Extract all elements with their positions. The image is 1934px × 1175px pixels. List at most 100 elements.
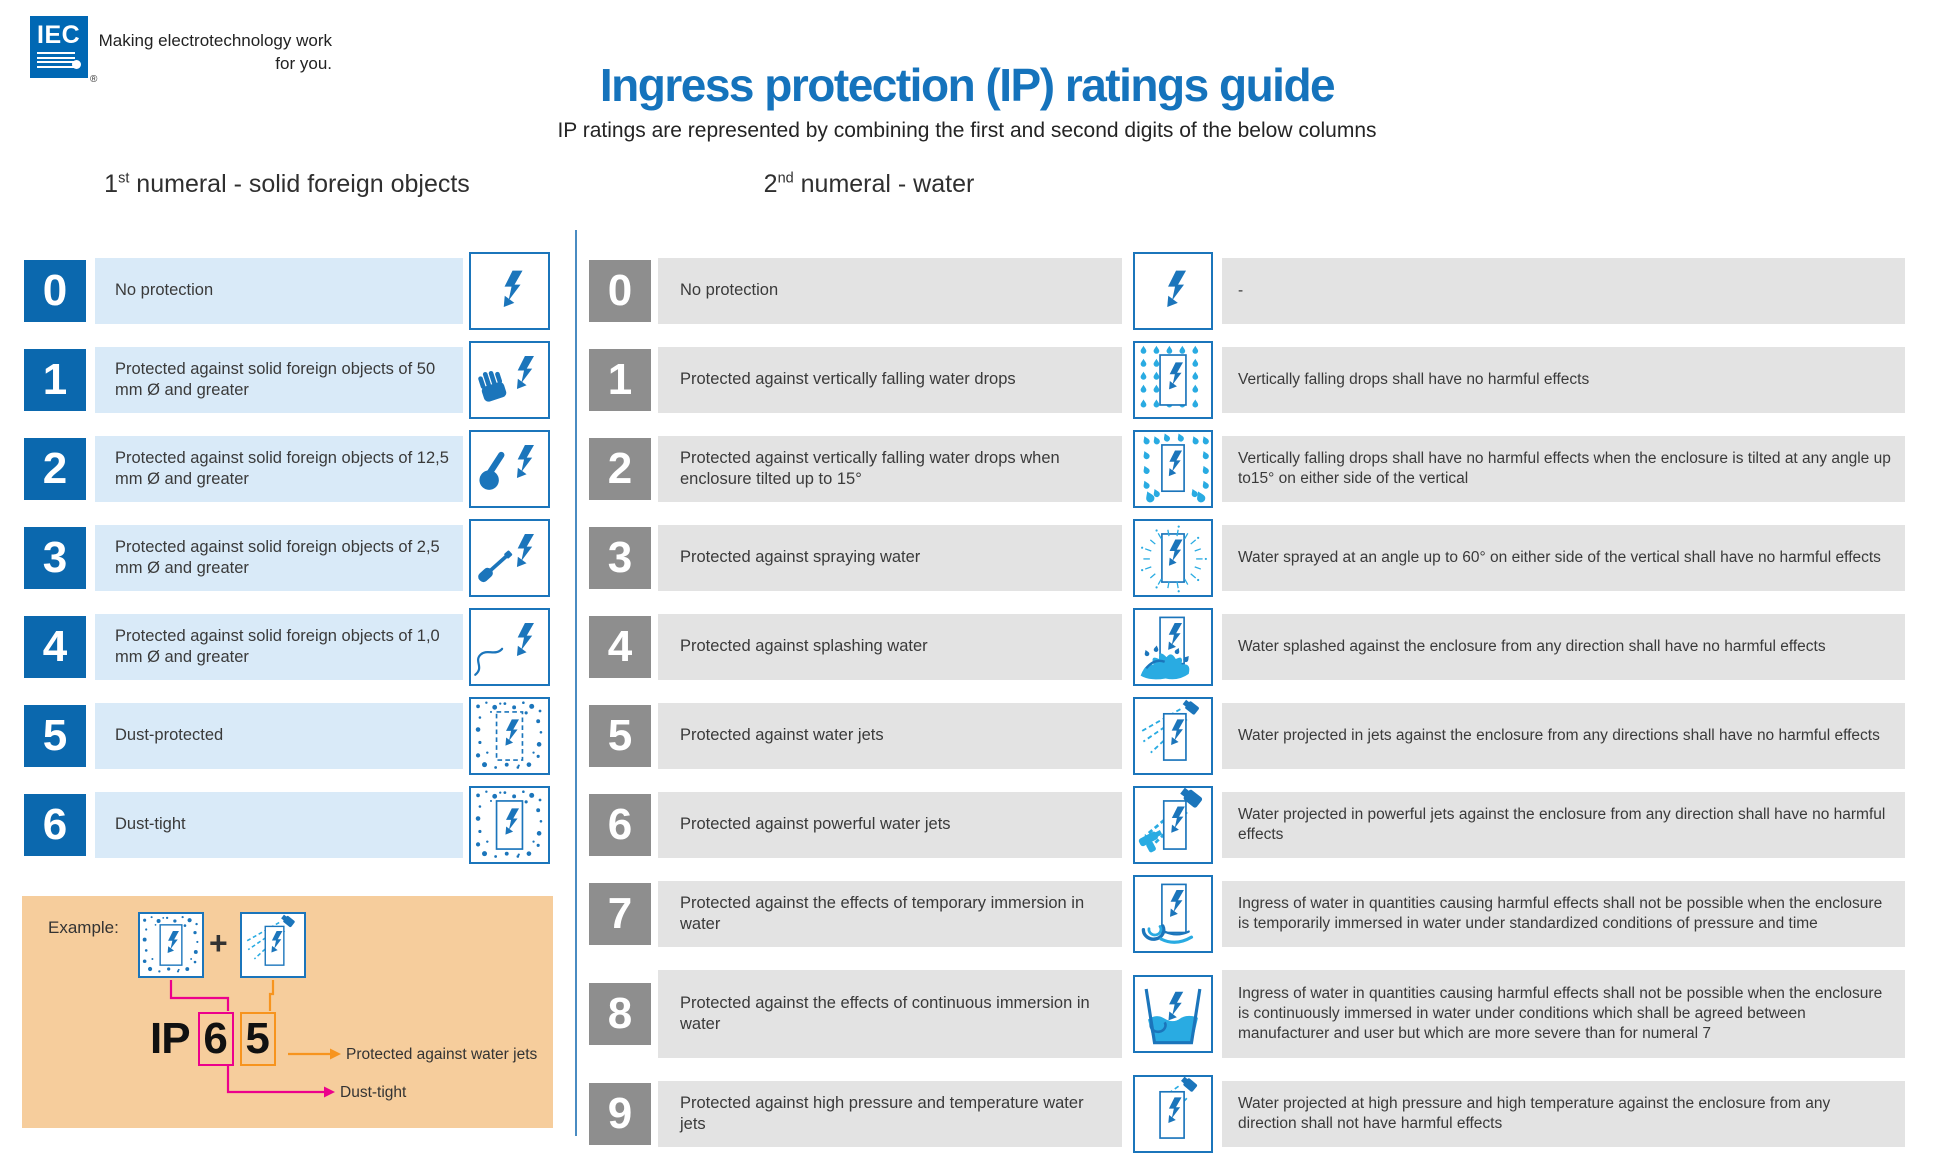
dust-tight-icon [138,912,204,978]
digit-square: 5 [24,705,86,767]
spray-icon [1133,519,1213,597]
protection-level-label: No protection [95,258,463,324]
example-label: Example: [48,918,119,937]
bolt-icon [469,252,550,330]
heading-number: 2 [763,170,778,198]
tool-bolt-icon [469,519,550,597]
protection-level-label: Protected against solid foreign objects … [95,525,463,591]
water-row-3: 3 Protected against spraying water Water… [589,519,1905,597]
water-row-6: 6 Protected against powerful water jets … [589,786,1905,864]
protection-level-label: No protection [658,258,1122,324]
digit-square: 3 [24,527,86,589]
continuous-immersion-icon [1133,975,1213,1053]
page-subtitle: IP ratings are represented by combining … [557,119,1377,142]
registered-mark: ® [90,74,98,85]
digit-square: 6 [589,794,651,856]
solid-row-1: 1 Protected against solid foreign object… [24,341,550,419]
protection-level-label: Protected against vertically falling wat… [658,436,1122,502]
dust-tight-icon [469,786,550,864]
solid-row-3: 3 Protected against solid foreign object… [24,519,550,597]
wire-bolt-icon [469,608,550,686]
immersion-icon [1133,875,1213,953]
water-row-9: 9 Protected against high pressure and te… [589,1075,1905,1153]
ip-prefix: IP [150,1014,191,1063]
protection-description: Water sprayed at an angle up to 60° on e… [1222,525,1905,591]
powerful-water-jet-icon [1133,786,1213,864]
dust-protected-icon [469,697,550,775]
protection-description: Water projected at high pressure and hig… [1222,1081,1905,1147]
protection-level-label: Protected against spraying water [658,525,1122,591]
protection-description: Water projected in jets against the encl… [1222,703,1905,769]
protection-level-label: Dust-protected [95,703,463,769]
heading-superscript: nd [777,170,794,187]
protection-level-label: Protected against solid foreign objects … [95,436,463,502]
digit-square: 9 [589,1083,651,1145]
page-title: Ingress protection (IP) ratings guide [599,59,1336,111]
tagline-line1: Making electrotechnology work [98,31,332,50]
tagline: Making electrotechnology work for you. [96,30,332,76]
protection-description: Vertically falling drops shall have no h… [1222,436,1905,502]
digit-square: 6 [24,794,86,856]
column-divider [575,230,577,1136]
protection-level-label: Protected against water jets [658,703,1122,769]
digit-square: 7 [589,883,651,945]
solid-objects-column: 0 No protection 1 Protected against soli… [24,252,550,868]
protection-description: Ingress of water in quantities causing h… [1222,881,1905,947]
digit-square: 0 [24,260,86,322]
ip-first-digit: 6 [197,1012,234,1066]
water-row-7: 7 Protected against the effects of tempo… [589,875,1905,953]
digit-square: 1 [24,349,86,411]
protection-description: - [1222,258,1905,324]
dust-tight-note: Dust-tight [340,1084,407,1101]
touch-bolt-icon [469,430,550,508]
digit-square: 8 [589,983,651,1045]
protection-level-label: Protected against solid foreign objects … [95,347,463,413]
digit-square: 0 [589,260,651,322]
protection-level-label: Dust-tight [95,792,463,858]
digit-square: 3 [589,527,651,589]
iec-logo: IEC ® [30,16,97,85]
protection-level-label: Protected against splashing water [658,614,1122,680]
protection-level-label: Protected against high pressure and temp… [658,1081,1122,1147]
solid-row-0: 0 No protection [24,252,550,330]
heading-text: numeral - solid foreign objects [129,170,470,198]
drip-icon [1133,341,1213,419]
bolt-icon [1133,252,1213,330]
heading-superscript: st [118,170,130,187]
water-row-4: 4 Protected against splashing water Wate… [589,608,1905,686]
digit-square: 5 [589,705,651,767]
protection-description: Water projected in powerful jets against… [1222,792,1905,858]
drip-tilted-icon [1133,430,1213,508]
protection-description: Vertically falling drops shall have no h… [1222,347,1905,413]
heading-text: numeral - water [793,170,975,198]
digit-square: 1 [589,349,651,411]
solid-row-5: 5 Dust-protected [24,697,550,775]
solid-row-4: 4 Protected against solid foreign object… [24,608,550,686]
water-row-8: 8 Protected against the effects of conti… [589,970,1905,1058]
digit-square: 4 [24,616,86,678]
water-jets-note: Protected against water jets [346,1046,538,1063]
digit-square: 4 [589,616,651,678]
iec-logo-dot [72,60,81,69]
water-row-0: 0 No protection - [589,252,1905,330]
water-row-2: 2 Protected against vertically falling w… [589,430,1905,508]
ip-code: IP 6 5 [150,1012,276,1066]
protection-level-label: Protected against the effects of tempora… [658,881,1122,947]
heading-number: 1 [104,170,119,198]
water-column: 0 No protection - 1 Protected against ve… [589,252,1905,1153]
protection-level-label: Protected against solid foreign objects … [95,614,463,680]
protection-description: Water splashed against the enclosure fro… [1222,614,1905,680]
protection-description: Ingress of water in quantities causing h… [1222,970,1905,1058]
high-pressure-jet-icon [1133,1075,1213,1153]
ip-second-digit: 5 [239,1012,276,1066]
splash-icon [1133,608,1213,686]
protection-level-label: Protected against vertically falling wat… [658,347,1122,413]
water-jet-icon [1133,697,1213,775]
iec-logo-lines [37,52,81,70]
solid-row-2: 2 Protected against solid foreign object… [24,430,550,508]
water-row-5: 5 Protected against water jets Water pro… [589,697,1905,775]
digit-square: 2 [24,438,86,500]
solid-row-6: 6 Dust-tight [24,786,550,864]
protection-level-label: Protected against powerful water jets [658,792,1122,858]
